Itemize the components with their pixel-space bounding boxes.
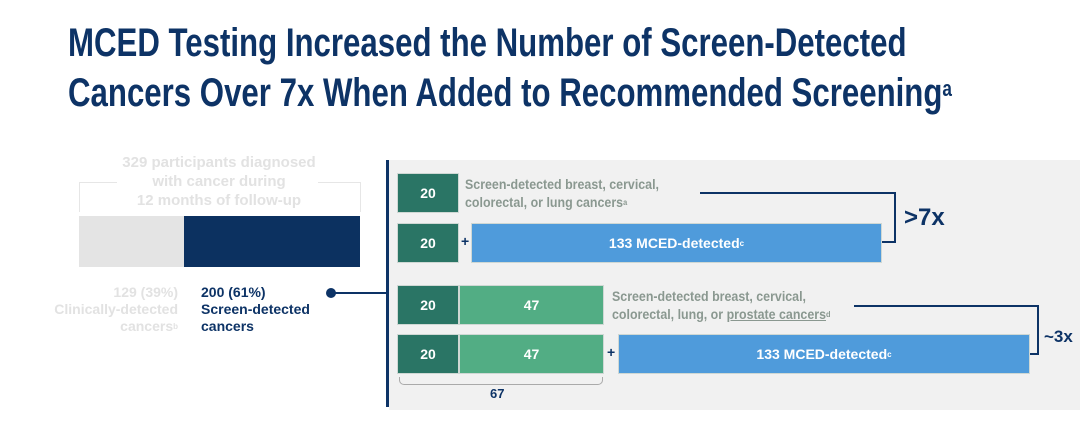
row3-note: Screen-detected breast, cervical, colorec… (612, 289, 831, 322)
bracket-left-tick (79, 182, 80, 212)
slide-title-line1: MCED Testing Increased the Number of Scr… (68, 21, 907, 65)
bracket1-side (894, 192, 896, 243)
total-participants-label: 329 participants diagnosed with cancer du… (122, 154, 316, 209)
row4-screen-box: 20 (397, 334, 459, 374)
panel-axis-line (386, 160, 389, 407)
bracket-right (318, 182, 360, 183)
total-67-label: 67 (490, 386, 505, 401)
screen-label: 200 (61%) Screen-detected cancers (201, 284, 310, 334)
bracket2-top (854, 305, 1039, 307)
row1-note: Screen-detected breast, cervical, colorec… (465, 177, 659, 210)
row2-mced-box: 133 MCED-detected c (471, 223, 882, 263)
row3-prostate-box: 47 (459, 285, 604, 325)
multiplier-7x: >7x (904, 204, 945, 231)
row3-screen-box: 20 (397, 285, 459, 325)
slide-title-line2: Cancers Over 7x When Added to Recommende… (68, 71, 952, 115)
row2-screen-box: 20 (397, 223, 459, 263)
bracket1-bottom (882, 241, 896, 243)
bracket2-bottom (1030, 353, 1039, 355)
row1-screen-box: 20 (397, 173, 459, 213)
total-brace (399, 377, 603, 385)
clinical-label: 129 (39%) Clinically-detected cancersb (54, 284, 178, 334)
row4-plus: + (607, 344, 616, 360)
clinical-bar-segment (79, 216, 184, 267)
row2-plus: + (461, 233, 470, 249)
row4-mced-box: 133 MCED-detected c (618, 334, 1030, 374)
bracket-left (79, 182, 117, 183)
bracket2-side (1037, 305, 1039, 355)
row4-prostate-box: 47 (459, 334, 604, 374)
screen-bar-segment (184, 216, 360, 267)
bracket-right-tick (360, 182, 361, 212)
bracket1-top (700, 192, 896, 194)
multiplier-3x: ~3x (1044, 327, 1073, 346)
connector-line (331, 292, 387, 294)
